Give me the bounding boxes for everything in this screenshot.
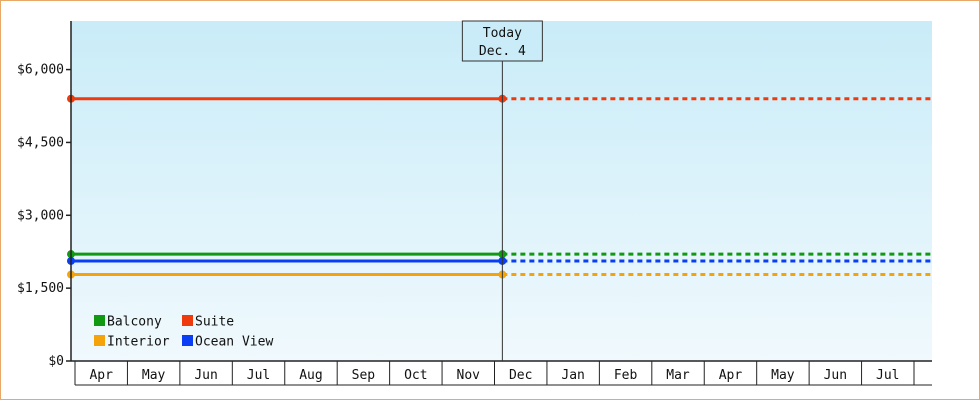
x-tick-label: Jul: [247, 368, 270, 383]
x-tick-label: Nov: [457, 368, 481, 383]
x-tick-label: Apr: [89, 368, 113, 383]
plot-background: [71, 21, 932, 361]
legend-label: Ocean View: [195, 335, 273, 350]
legend-swatch: [182, 335, 193, 346]
x-tick-label: Dec: [509, 368, 532, 383]
x-tick-label: Aug: [299, 368, 322, 383]
x-tick-label: Jun: [194, 368, 217, 383]
y-tick-label: $0: [48, 354, 64, 369]
x-tick-label: Jan: [561, 368, 584, 383]
x-tick-label: Oct: [404, 368, 427, 383]
today-box: [461, 20, 543, 62]
x-tick-label: Mar: [666, 368, 690, 383]
x-tick-label: Sep: [352, 368, 376, 383]
y-tick-label: $3,000: [17, 208, 64, 223]
x-tick-label: Apr: [719, 368, 743, 383]
legend-label: Suite: [195, 315, 234, 330]
today-label: Today: [483, 26, 522, 41]
x-tick-label: May: [771, 368, 795, 383]
legend-label: Interior: [107, 335, 170, 350]
x-tick-label: Jul: [876, 368, 899, 383]
legend-swatch: [182, 315, 193, 326]
x-tick-label: Jun: [824, 368, 847, 383]
y-tick-label: $6,000: [17, 63, 64, 78]
x-tick-label: May: [142, 368, 166, 383]
today-date: Dec. 4: [479, 44, 526, 59]
legend-label: Balcony: [107, 315, 162, 330]
legend-swatch: [94, 315, 105, 326]
y-tick-label: $1,500: [17, 281, 64, 296]
y-tick-label: $4,500: [17, 135, 64, 150]
x-tick-label: Feb: [614, 368, 638, 383]
legend-swatch: [94, 335, 105, 346]
